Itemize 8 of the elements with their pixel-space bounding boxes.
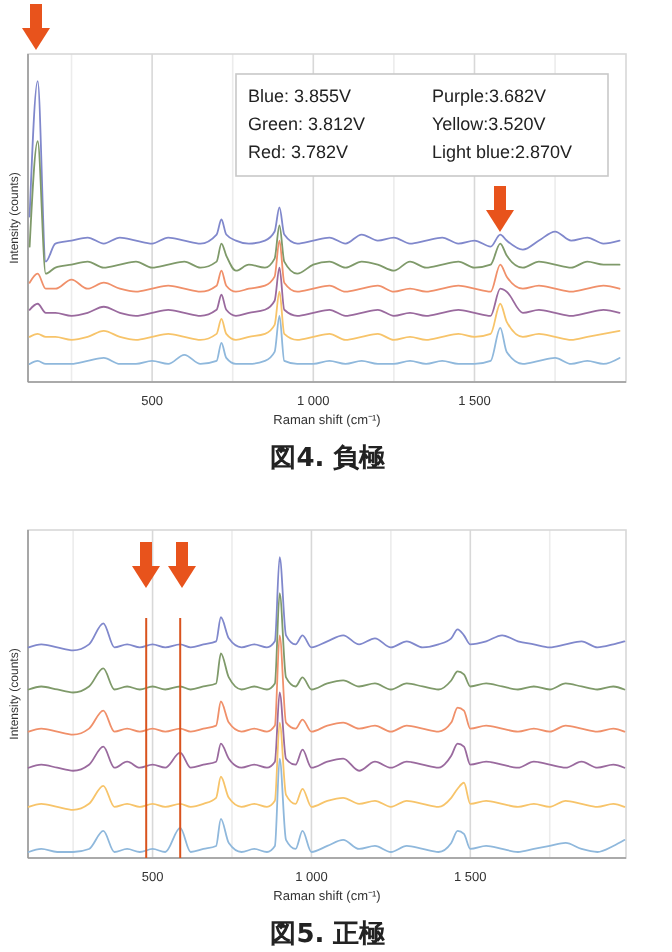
text: 図4. 負極 (270, 444, 386, 474)
annotation: Yellow:3.520V (432, 114, 546, 134)
annotation: Light blue:2.870V (432, 142, 573, 162)
annotation: Blue: 3.855V (248, 86, 352, 106)
text: 図5. 正極 (270, 920, 386, 950)
annotation: Green: 3.812V (248, 114, 366, 134)
annotation: Purple:3.682V (432, 86, 547, 106)
annotation: Red: 3.782V (248, 142, 349, 162)
